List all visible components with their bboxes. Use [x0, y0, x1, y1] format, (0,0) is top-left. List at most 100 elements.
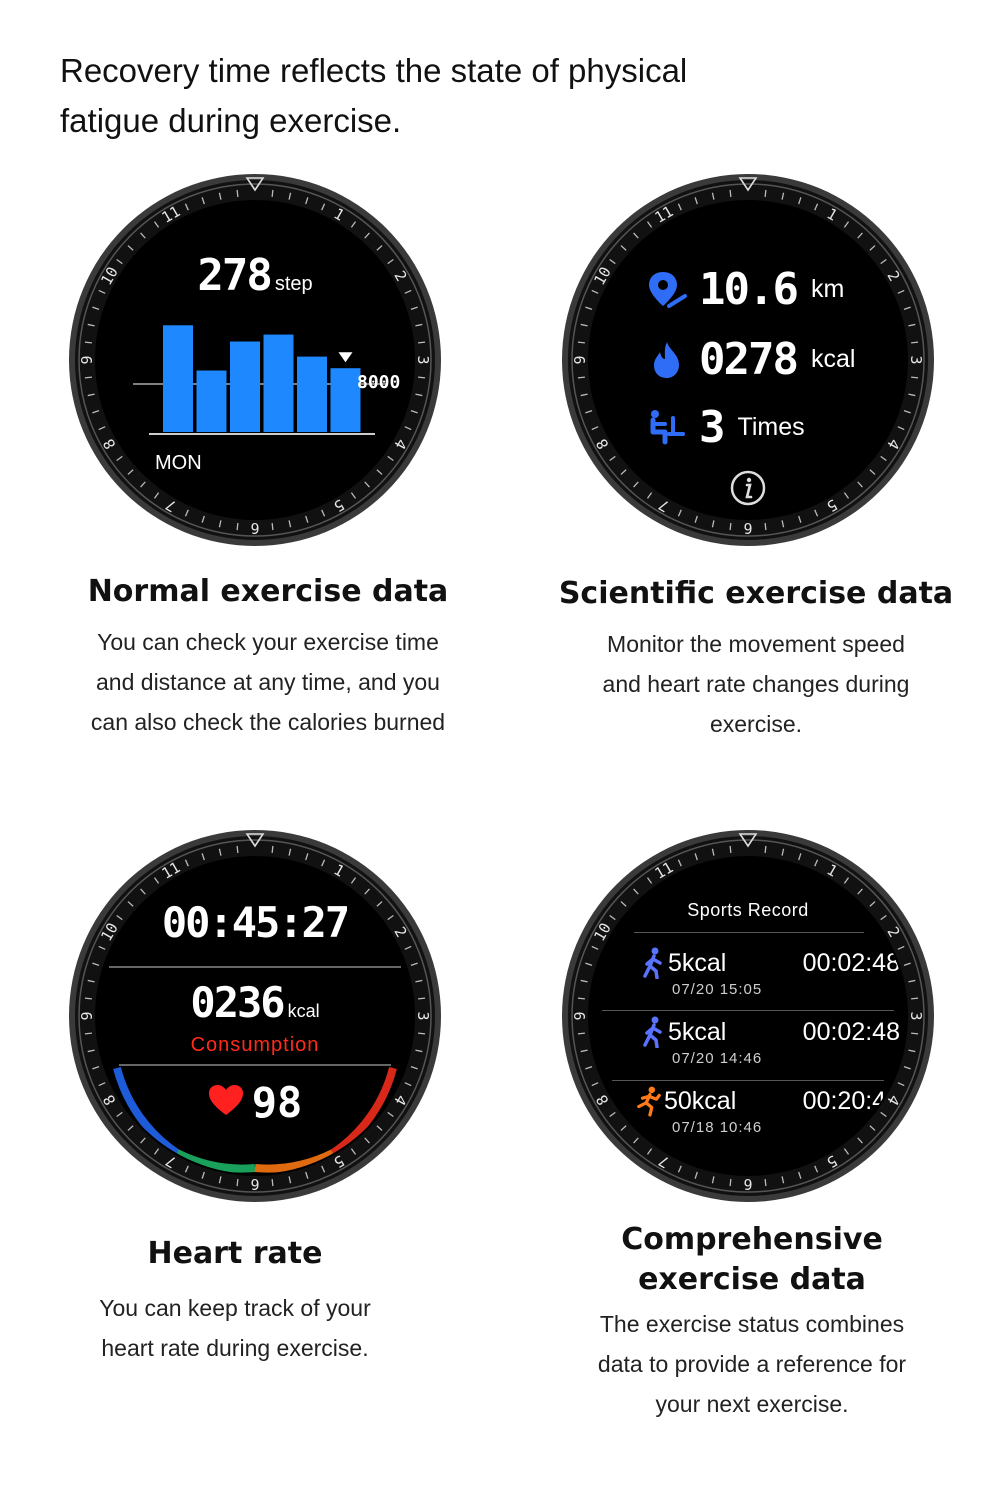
- run-icon: [636, 1084, 662, 1118]
- record-duration: 00:02:48: [802, 948, 900, 977]
- caption-title: Scientific exercise data: [558, 576, 954, 611]
- caption-line: exercise.: [709, 711, 803, 737]
- divider: [119, 1064, 391, 1066]
- step-bar: [196, 370, 227, 432]
- headline-line-1: Recovery time reflects the state of phys…: [60, 52, 688, 89]
- divider: [634, 932, 864, 933]
- list-item[interactable]: 5kcal 00:02:48 07/20 14:46: [640, 1015, 900, 1067]
- distance-row: 10.6 km: [645, 264, 844, 315]
- caption-line: can also check the calories burned: [90, 709, 446, 735]
- watch-sports-record: 1 2 3 4 5 6 7 8 9 10 11 Sports Record 5kcal 00:02:…: [560, 828, 936, 1204]
- caption-title: Heart rate: [147, 1236, 323, 1271]
- sit-up-icon: [645, 406, 689, 450]
- list-item[interactable]: 5kcal 00:02:48 07/20 15:05: [640, 946, 900, 998]
- caption-title: Normal exercise data: [87, 574, 449, 609]
- calories-unit: kcal: [287, 1001, 320, 1021]
- caption-comprehensive: Comprehensive exercise data The exercise…: [552, 1220, 952, 1424]
- times-value: 3: [699, 402, 725, 453]
- step-bar: [163, 325, 193, 432]
- calories-value: 0278: [699, 334, 799, 385]
- calories-block: 0236 kcal: [97, 978, 413, 1027]
- calories-value: 0236: [190, 978, 285, 1027]
- sports-record-title: Sports Record: [687, 900, 809, 920]
- record-date: 07/18 10:46: [672, 1119, 763, 1136]
- bezel-number: 9: [78, 1011, 96, 1020]
- bezel-marker-icon: [738, 177, 758, 192]
- caption-text: Monitor the movement speed and heart rat…: [540, 624, 972, 744]
- distance-unit: km: [810, 275, 845, 303]
- step-count: 278 step: [97, 250, 413, 301]
- record-date: 07/20 15:05: [672, 981, 763, 998]
- step-value: 278: [197, 250, 272, 301]
- caption-line: data to provide a reference for: [597, 1351, 907, 1377]
- bezel-number: 6: [250, 1175, 259, 1193]
- record-kcal: 5kcal: [668, 948, 727, 977]
- distance-value: 10.6: [699, 264, 799, 315]
- record-kcal: 5kcal: [668, 1017, 727, 1046]
- watch-screen: 10.6 km 0278 kcal 3 Times: [590, 202, 906, 518]
- bezel-marker-icon: [245, 177, 265, 192]
- walk-icon: [640, 1015, 666, 1049]
- caption-line: and distance at any time, and you: [96, 669, 440, 695]
- caption-line: your next exercise.: [655, 1391, 849, 1417]
- watch-scientific-data: 1 2 3 4 5 6 7 8 9 10 11 10.6 km 0278 kcal: [560, 172, 936, 548]
- divider: [612, 1080, 884, 1081]
- caption-text: The exercise status combines data to pro…: [552, 1304, 952, 1424]
- record-date: 07/20 14:46: [672, 1050, 763, 1067]
- goal-label: 8000: [357, 372, 401, 393]
- record-duration: 00:20:48: [802, 1086, 900, 1115]
- watch-heart-rate: 1 2 3 4 5 6 7 8 9 10 11 00:45:27 0236 kcal Consumpt…: [67, 828, 443, 1204]
- caption-title-line: exercise data: [638, 1262, 866, 1297]
- caption-normal-exercise: Normal exercise data You can check your …: [48, 572, 488, 742]
- consumption-label: Consumption: [190, 1034, 320, 1056]
- record-duration: 00:02:48: [802, 1017, 900, 1046]
- calories-row: 0278 kcal: [645, 334, 855, 385]
- bezel-number: 9: [571, 355, 589, 364]
- info-icon[interactable]: [730, 470, 766, 506]
- bezel-number: 6: [743, 1175, 752, 1193]
- exercise-duration: 00:45:27: [161, 898, 350, 947]
- location-pin-icon: [645, 268, 689, 312]
- step-unit: step: [274, 273, 313, 295]
- list-item[interactable]: 50kcal 00:20:48 07/18 10:46: [636, 1084, 900, 1136]
- bezel-number: 9: [571, 1011, 589, 1020]
- headline-line-2: fatigue during exercise.: [60, 102, 402, 139]
- bezel-number: 3: [907, 1011, 925, 1020]
- caption-text: You can check your exercise time and dis…: [48, 622, 488, 742]
- bezel-marker-icon: [738, 833, 758, 848]
- step-bar: [230, 341, 260, 432]
- bezel-number: 3: [414, 355, 432, 364]
- bezel-number: 9: [78, 355, 96, 364]
- watch-screen: 278 step 8000 MON: [97, 202, 413, 518]
- step-bar: [263, 334, 294, 432]
- bezel-number: 3: [907, 355, 925, 364]
- step-bar: [330, 368, 361, 432]
- heart-rate-zone-arc: [113, 1066, 397, 1173]
- divider: [109, 966, 401, 968]
- caption-line: You can keep track of your: [99, 1295, 371, 1321]
- times-unit: Times: [737, 413, 805, 441]
- caption-text: You can keep track of your heart rate du…: [40, 1288, 430, 1368]
- page-headline: Recovery time reflects the state of phys…: [60, 46, 820, 146]
- walk-icon: [640, 946, 666, 980]
- bezel-number: 6: [250, 519, 259, 537]
- watch-screen: Sports Record 5kcal 00:02:48 07/20 15:05: [590, 858, 906, 1174]
- heart-icon: [208, 1084, 244, 1121]
- watch-screen: 00:45:27 0236 kcal Consumption 98: [97, 858, 413, 1174]
- caption-line: and heart rate changes during: [602, 671, 910, 697]
- caption-heart-rate: Heart rate You can keep track of your he…: [40, 1234, 430, 1368]
- bezel-number: 3: [414, 1011, 432, 1020]
- bezel-number: 6: [743, 519, 752, 537]
- flame-icon: [645, 338, 689, 382]
- bezel-marker-icon: [245, 833, 265, 848]
- caption-title: Comprehensive exercise data: [552, 1220, 952, 1300]
- selected-day-marker-icon: [338, 352, 353, 363]
- step-bar: [297, 356, 327, 432]
- day-label: MON: [155, 452, 202, 474]
- calories-unit: kcal: [810, 345, 856, 373]
- caption-line: heart rate during exercise.: [101, 1335, 369, 1361]
- step-bar-chart: [133, 325, 387, 435]
- record-kcal: 50kcal: [664, 1086, 737, 1115]
- divider: [602, 1010, 894, 1011]
- caption-line: You can check your exercise time: [97, 629, 439, 655]
